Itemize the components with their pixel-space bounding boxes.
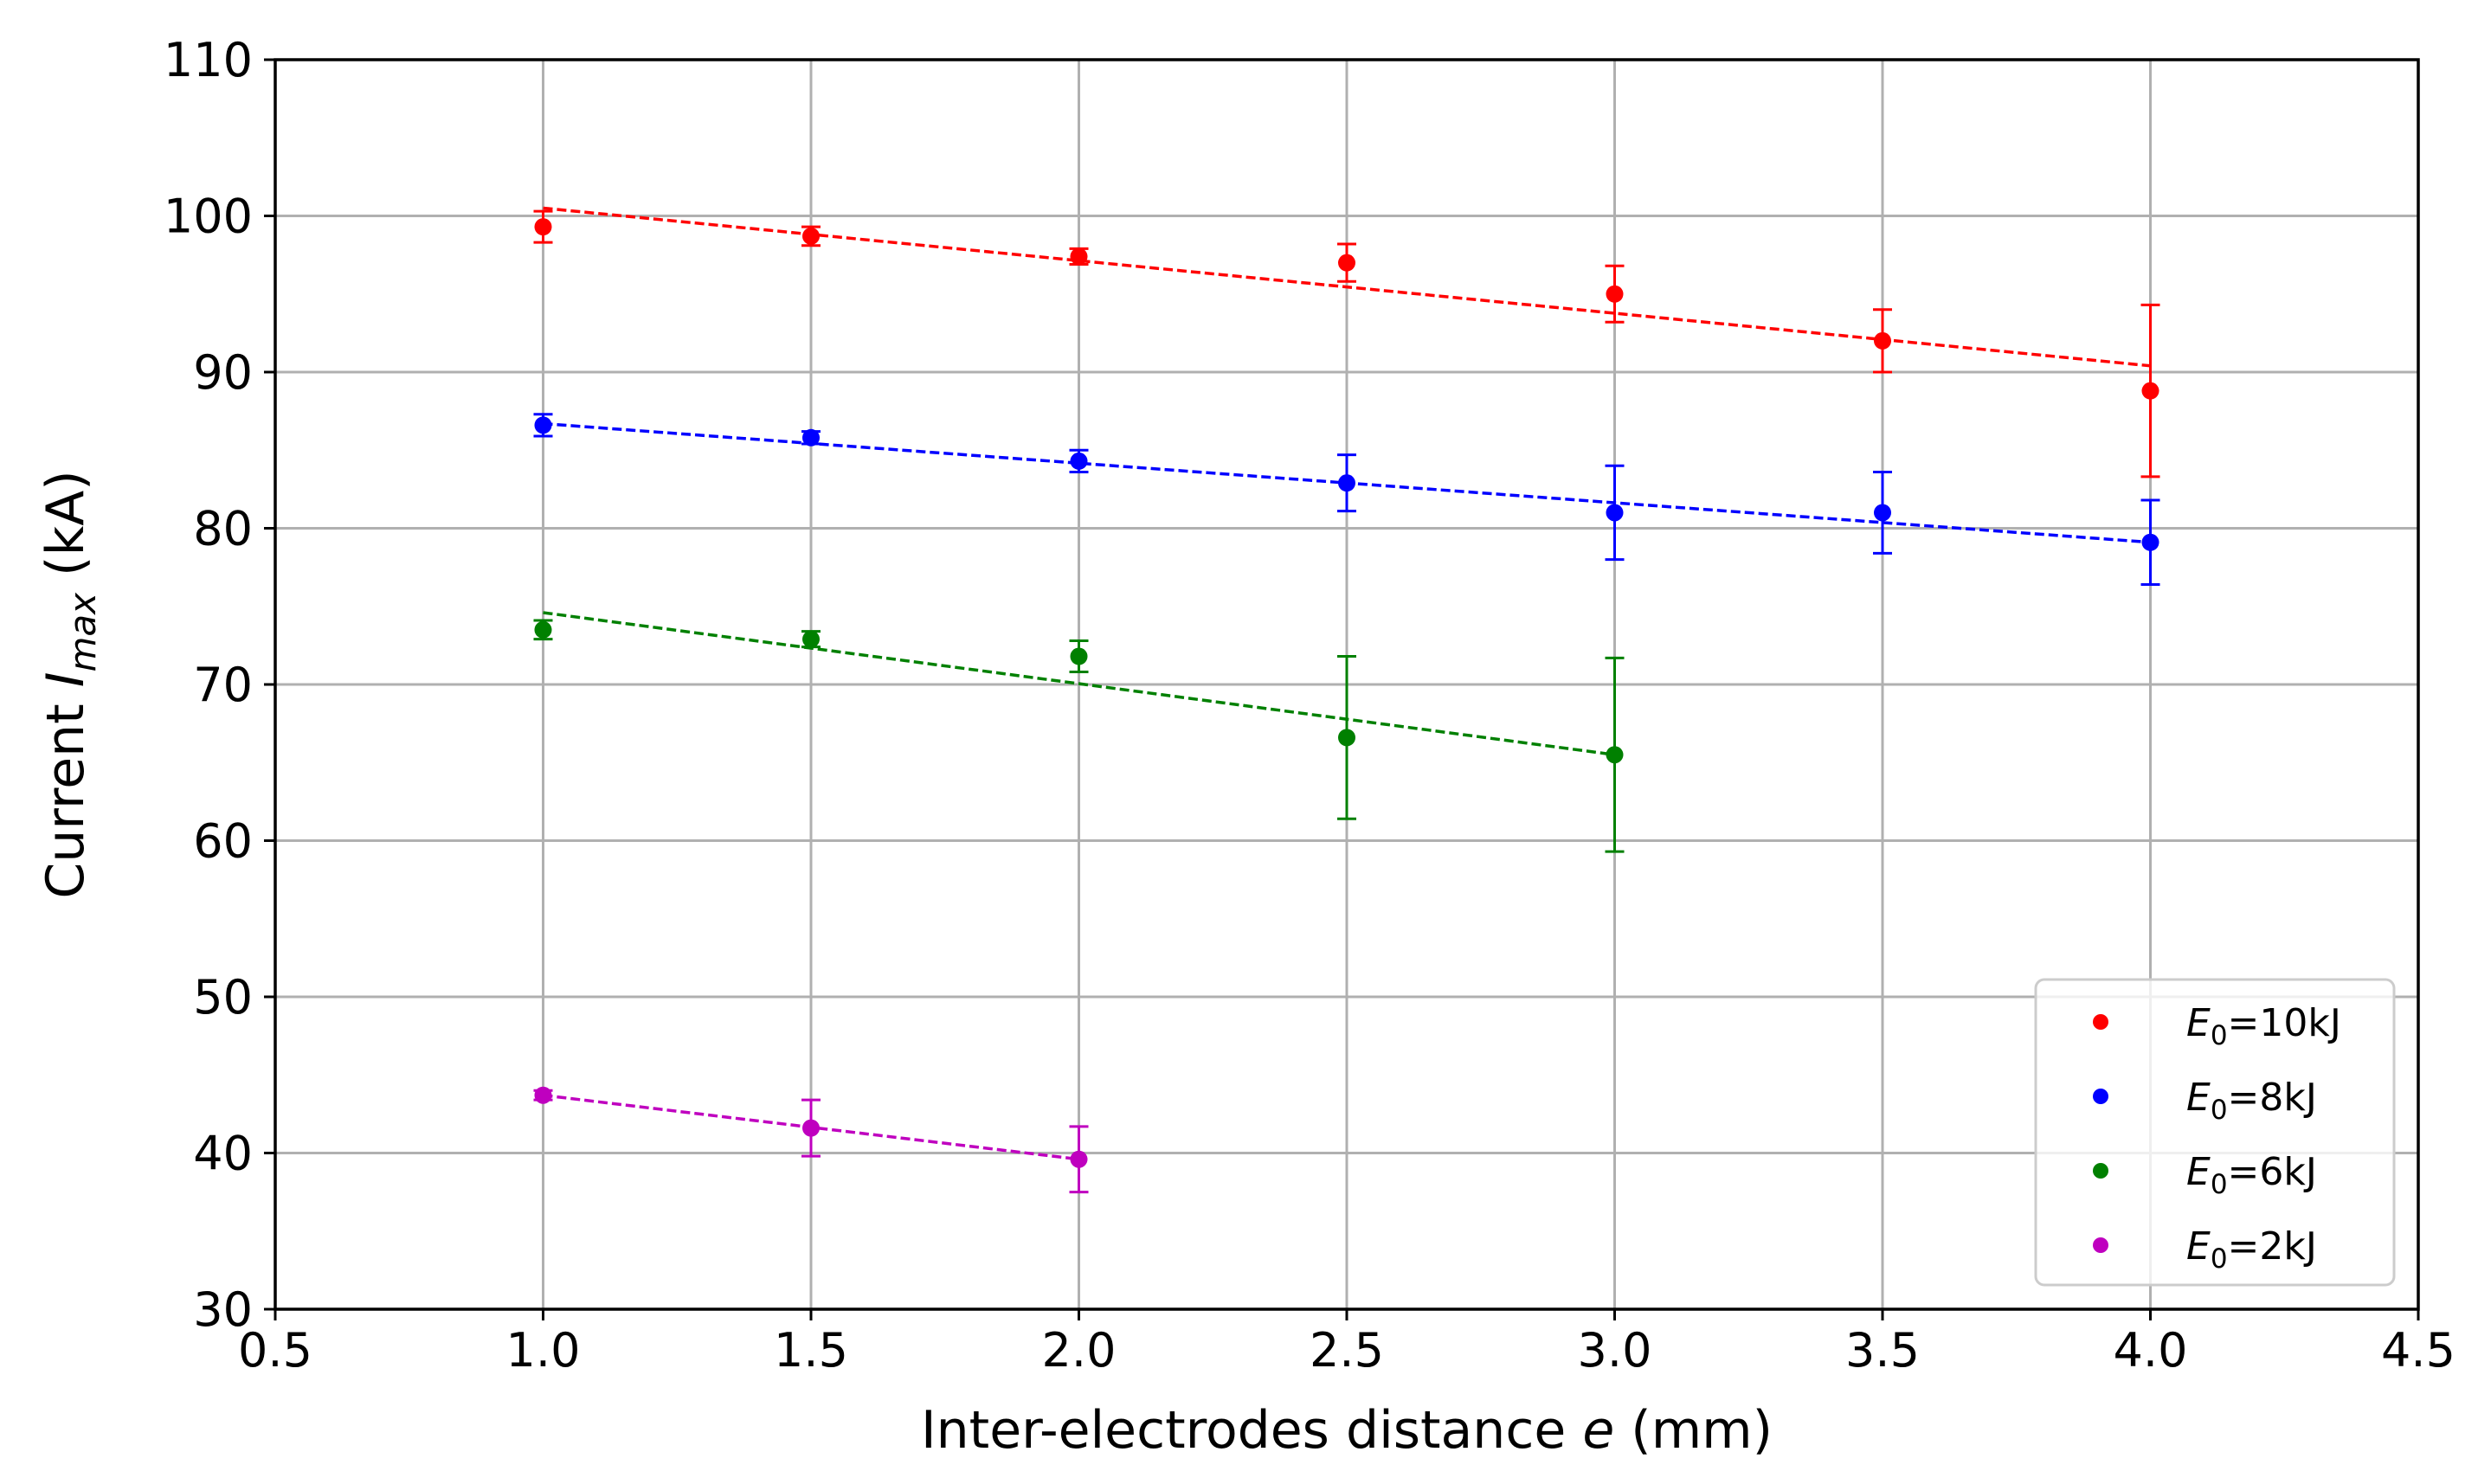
y-tick-label: 90: [193, 345, 253, 400]
data-point: [802, 428, 820, 446]
data-point: [1338, 254, 1355, 272]
y-tick-label: 110: [164, 33, 253, 87]
x-tick-label: 1.0: [506, 1323, 581, 1378]
data-point: [534, 1086, 552, 1104]
x-tick-label: 3.5: [1845, 1323, 1920, 1378]
data-point: [802, 1119, 820, 1137]
data-point: [2141, 382, 2159, 400]
y-tick-label: 50: [193, 970, 253, 1025]
data-point: [802, 630, 820, 648]
legend-label: E0=8kJ: [2186, 1076, 2317, 1126]
data-point: [1070, 247, 1088, 266]
legend-label: E0=6kJ: [2186, 1150, 2317, 1200]
legend-label: E0=2kJ: [2186, 1224, 2317, 1275]
data-point: [2141, 533, 2159, 551]
x-tick-label: 4.5: [2381, 1323, 2455, 1378]
fit-line: [543, 611, 1615, 756]
y-axis-title: Current Imax (kA): [35, 470, 104, 898]
legend-marker: [2093, 1237, 2108, 1253]
data-point: [1874, 331, 1891, 350]
data-point: [534, 620, 552, 639]
data-point: [534, 218, 552, 236]
legend-box: [2034, 978, 2396, 1287]
legend-label: E0=10kJ: [2186, 1001, 2341, 1051]
data-point: [1338, 729, 1355, 747]
data-point: [1070, 647, 1088, 665]
data-point: [1606, 285, 1624, 303]
data-point: [1070, 1150, 1088, 1168]
y-tick-label: 80: [193, 502, 253, 556]
legend: E0=10kJ E0=8kJ E0=6kJ E0=2kJ: [2034, 978, 2396, 1287]
y-tick-label: 40: [193, 1127, 253, 1181]
data-point: [534, 416, 552, 434]
x-tick-label: 3.0: [1578, 1323, 1652, 1378]
x-tick-label: 2.5: [1310, 1323, 1384, 1378]
x-tick-label: 2.0: [1042, 1323, 1117, 1378]
y-tick-label: 60: [193, 814, 253, 869]
data-point: [1606, 746, 1624, 764]
x-tick-label: 4.0: [2114, 1323, 2188, 1378]
data-point: [802, 227, 820, 245]
data-point: [1606, 504, 1624, 522]
y-tick-label: 70: [193, 658, 253, 712]
y-tick-label: 100: [164, 190, 253, 244]
data-point: [1874, 504, 1891, 522]
legend-marker: [2093, 1089, 2108, 1104]
data-points: [533, 209, 2160, 1194]
data-point: [1070, 452, 1088, 470]
x-tick-label: 1.5: [774, 1323, 848, 1378]
legend-marker: [2093, 1163, 2108, 1179]
data-point: [1338, 474, 1355, 492]
y-tick-label: 30: [193, 1282, 253, 1337]
legend-marker: [2093, 1014, 2108, 1030]
x-axis-title: Inter-electrodes distance e (mm): [921, 1400, 1773, 1461]
axis-ticks: 0.5 1.0 1.5 2.0 2.5 3.0 3.5 4.0 4.5 30 40 50 60 70 80 9…: [164, 33, 2455, 1378]
x-tick-label: 0.5: [238, 1323, 312, 1378]
